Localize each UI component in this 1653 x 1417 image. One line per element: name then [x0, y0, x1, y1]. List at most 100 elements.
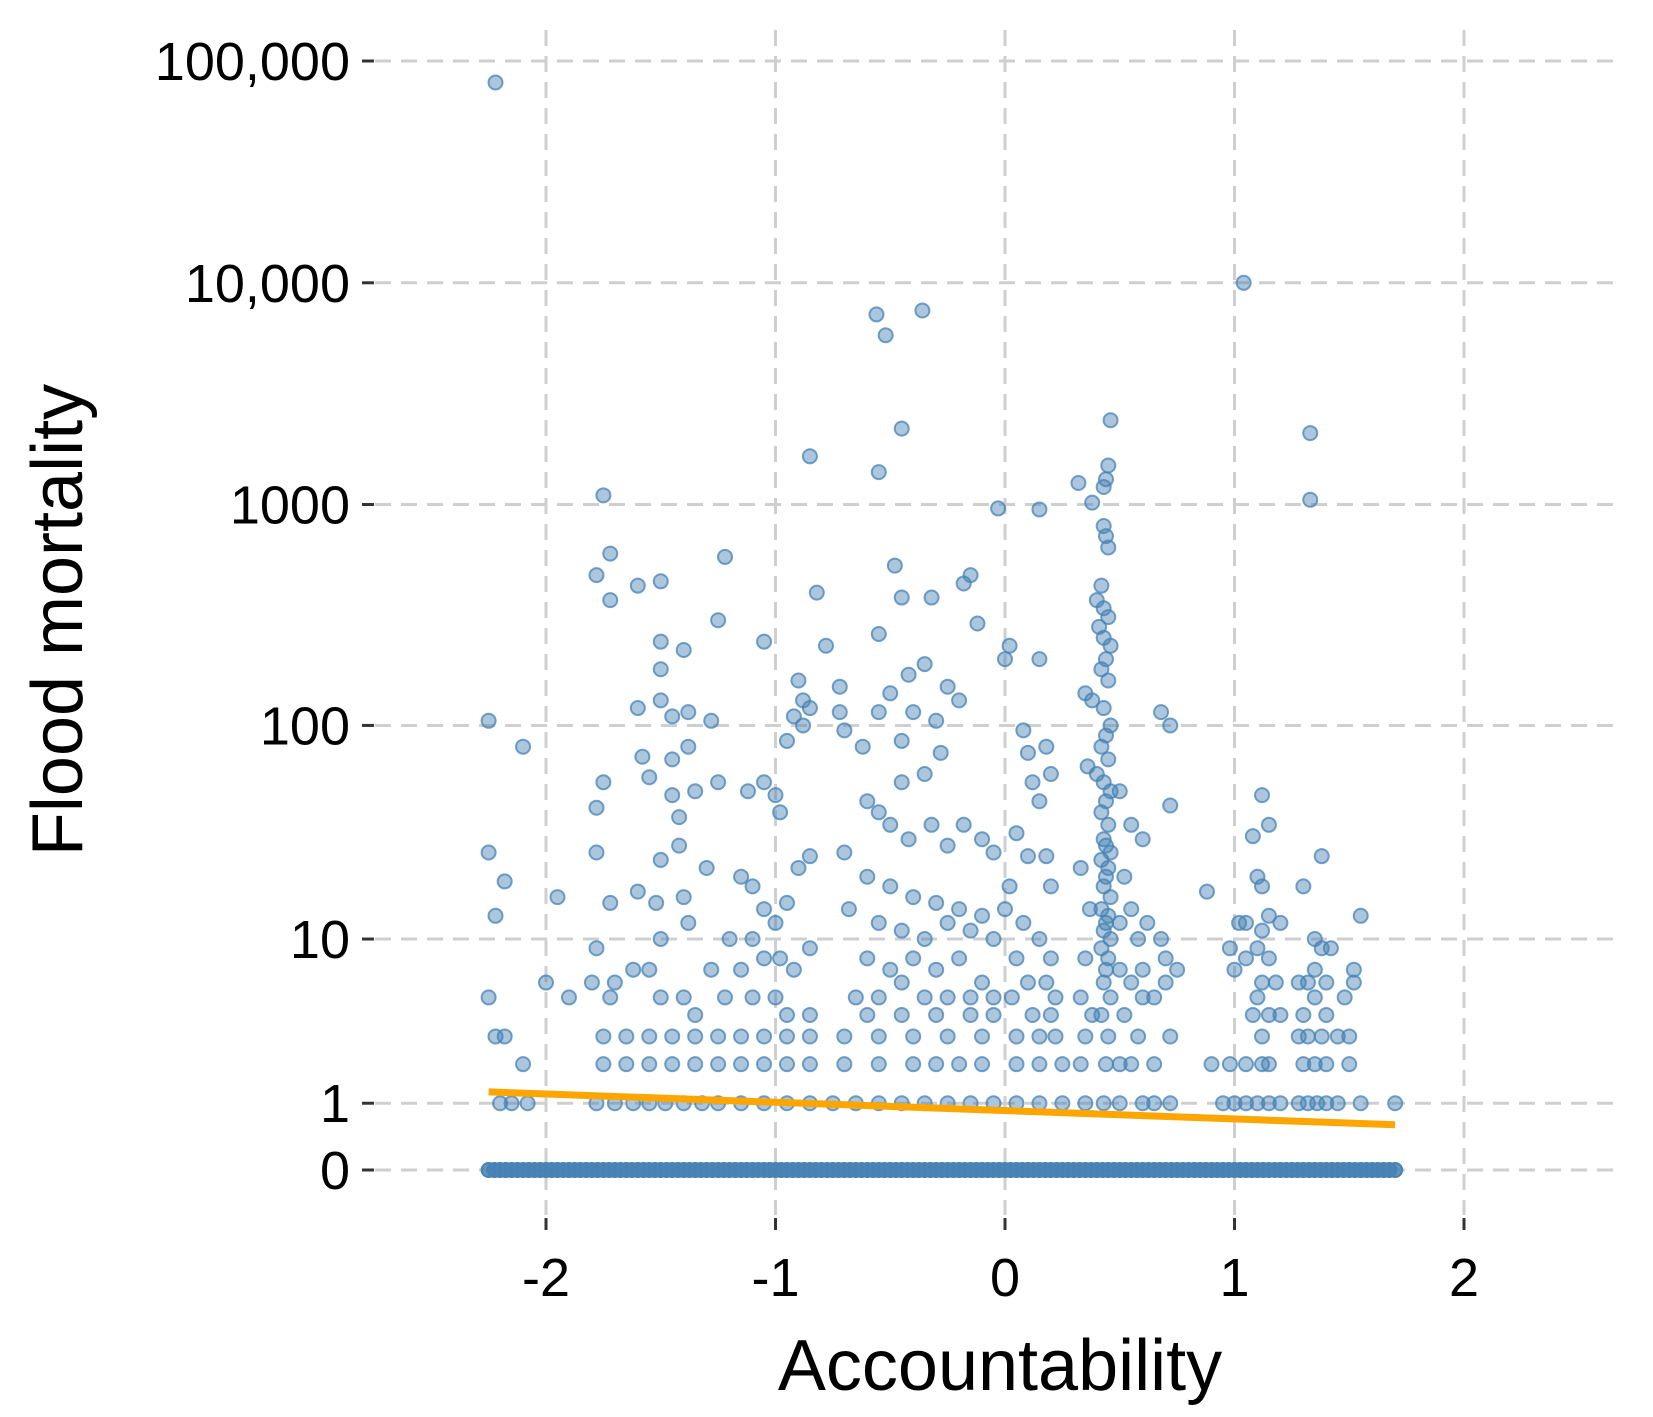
data-point [1352, 907, 1369, 924]
data-point [1031, 793, 1048, 810]
data-point [1008, 1056, 1025, 1073]
data-point [1054, 1056, 1071, 1073]
data-point [1244, 828, 1261, 845]
data-point [1267, 974, 1284, 991]
data-point [1100, 539, 1117, 556]
data-point [1081, 901, 1098, 918]
data-point [1295, 1006, 1312, 1023]
data-point [916, 931, 933, 948]
data-point [859, 950, 876, 967]
data-point [893, 774, 910, 791]
data-point [1095, 1095, 1112, 1112]
data-point [1203, 1056, 1220, 1073]
data-point [939, 678, 956, 695]
data-point [928, 1056, 945, 1073]
data-point [1134, 989, 1151, 1006]
data-point [664, 751, 681, 768]
data-point [1093, 804, 1110, 821]
data-point [962, 922, 979, 939]
data-point [859, 793, 876, 810]
data-point [1084, 1006, 1101, 1023]
data-point [905, 1028, 922, 1045]
data-point [1295, 878, 1312, 895]
data-point [1221, 1056, 1238, 1073]
data-point [962, 989, 979, 1006]
data-point [1237, 1095, 1254, 1112]
data-point [882, 816, 899, 833]
data-point [928, 894, 945, 911]
data-point [1042, 950, 1059, 967]
data-point [801, 700, 818, 717]
data-point [1318, 1056, 1335, 1073]
data-point [538, 974, 554, 991]
data-point [1072, 989, 1089, 1006]
data-point [905, 889, 922, 906]
data-point [893, 589, 910, 606]
data-point [1146, 1095, 1163, 1112]
data-point [893, 732, 910, 749]
data-point [1097, 961, 1114, 978]
data-point [1237, 1056, 1254, 1073]
data-point [1254, 922, 1271, 939]
data-point [515, 1056, 532, 1073]
data-point [1031, 501, 1048, 518]
data-point [721, 931, 738, 948]
data-point [671, 837, 688, 854]
data-point [1254, 878, 1271, 895]
data-point [868, 306, 885, 323]
data-point [1134, 1095, 1151, 1112]
data-point [1345, 961, 1362, 978]
data-point [1306, 961, 1323, 978]
data-point [588, 567, 605, 584]
data-point [629, 577, 646, 594]
data-point [671, 809, 688, 826]
data-point [680, 738, 697, 755]
data-point [1047, 1028, 1064, 1045]
data-point [1084, 494, 1101, 511]
data-point [1100, 672, 1117, 689]
data-point [1249, 989, 1266, 1006]
data-point [955, 816, 972, 833]
data-point [836, 1028, 853, 1045]
data-point [1260, 1095, 1277, 1112]
data-point [519, 1095, 536, 1112]
data-point [1254, 1028, 1271, 1045]
data-point [1102, 412, 1119, 429]
data-point [664, 787, 681, 804]
data-point [1015, 722, 1032, 739]
data-point [1047, 989, 1064, 1006]
data-point [870, 989, 887, 1006]
zero-points [480, 1162, 1404, 1178]
data-point [1341, 1028, 1358, 1045]
data-point [1329, 1028, 1346, 1045]
data-point [1130, 931, 1147, 948]
data-point [1003, 989, 1020, 1006]
data-point [974, 1056, 991, 1073]
data-point [808, 584, 825, 601]
data-point [1134, 831, 1151, 848]
data-point [1146, 1056, 1163, 1073]
data-point [1260, 950, 1277, 967]
data-point [687, 1006, 704, 1023]
data-point [1162, 1095, 1179, 1112]
data-point [928, 1006, 945, 1023]
data-point [985, 989, 1002, 1006]
data-point [1221, 940, 1238, 957]
data-point [756, 774, 773, 791]
data-point [997, 651, 1013, 668]
data-point [1102, 989, 1119, 1006]
data-point [675, 642, 692, 659]
y-tick-label: 10,000 [185, 254, 350, 314]
data-point [629, 883, 646, 900]
data-point [652, 989, 669, 1006]
data-point [756, 633, 773, 650]
y-axis-title: Flood mortality [18, 384, 98, 856]
data-point [1153, 704, 1170, 721]
data-point [840, 901, 857, 918]
data-point [1019, 744, 1036, 761]
data-point [1322, 940, 1339, 957]
data-point [756, 901, 773, 918]
data-point [664, 1056, 681, 1073]
data-point [1254, 787, 1271, 804]
data-point [602, 989, 619, 1006]
